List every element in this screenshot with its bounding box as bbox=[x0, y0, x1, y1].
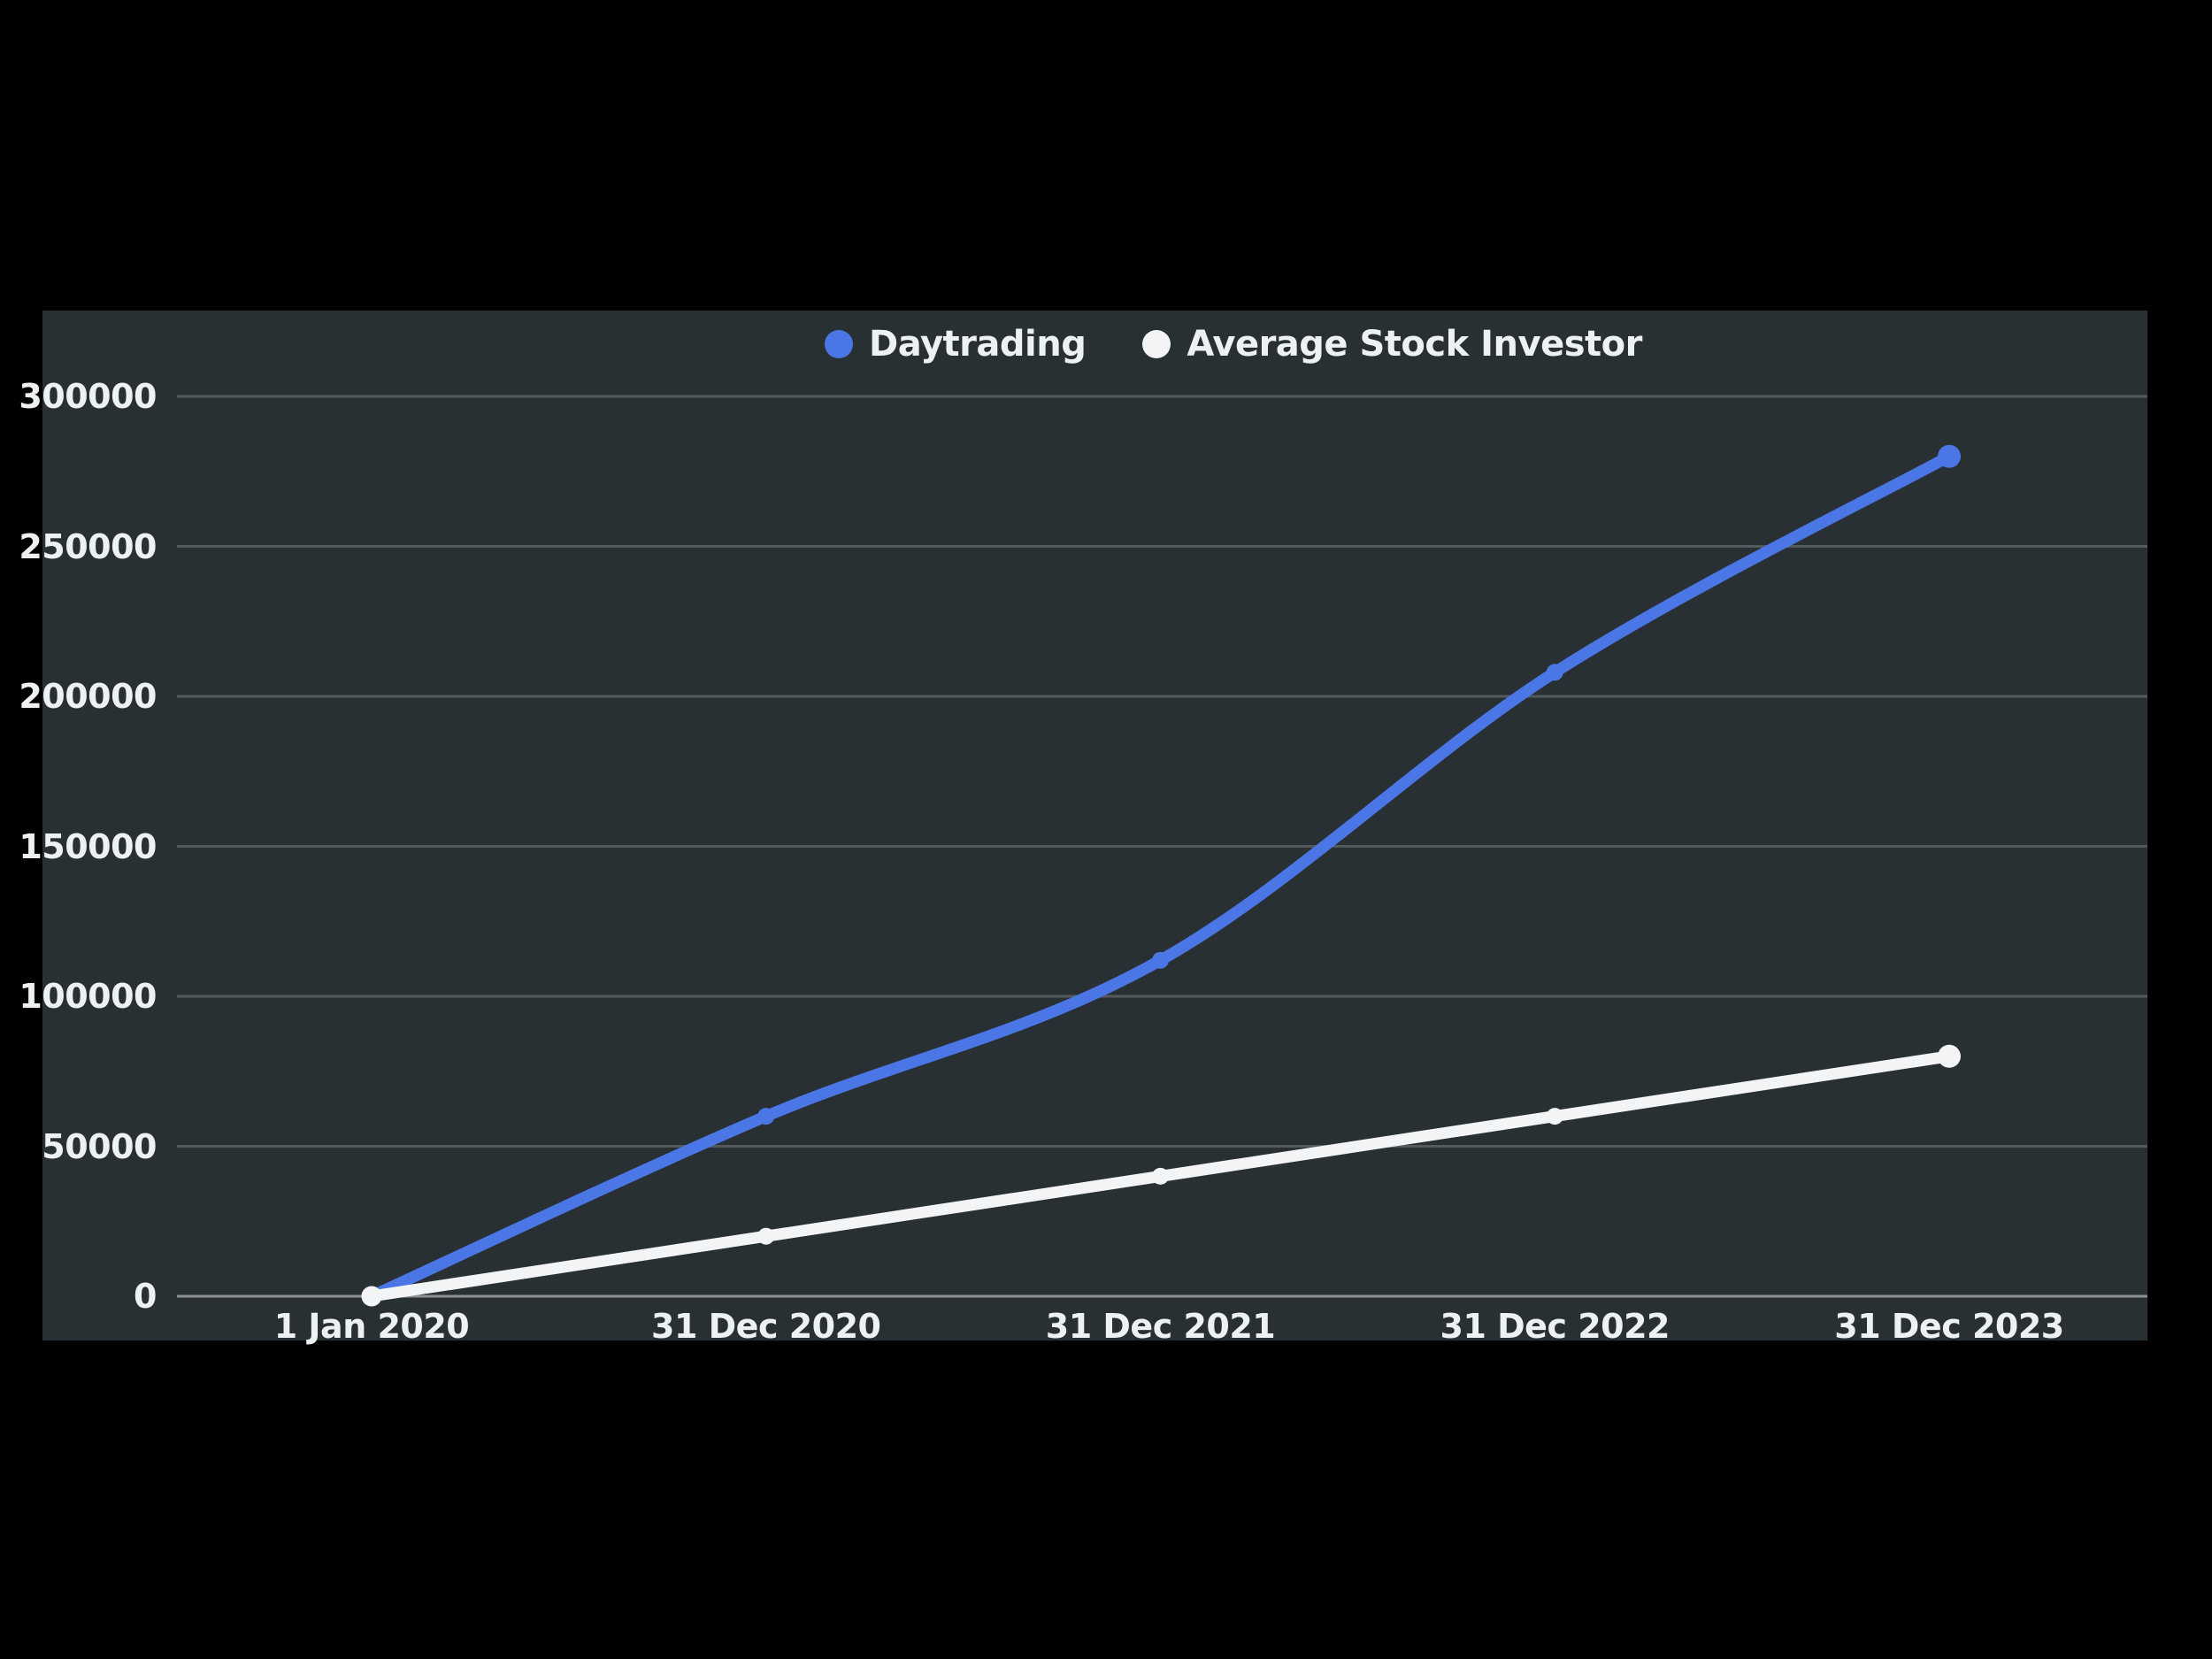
legend-label: Average Stock Investor bbox=[1187, 324, 1642, 365]
data-point bbox=[361, 1286, 382, 1307]
x-axis-tick-label: 31 Dec 2022 bbox=[1440, 1307, 1671, 1346]
legend-dot-icon bbox=[825, 330, 853, 358]
data-point bbox=[1152, 951, 1169, 969]
data-point bbox=[757, 1227, 775, 1245]
y-axis-tick-label: 200000 bbox=[19, 677, 157, 716]
x-axis-tick-label: 31 Dec 2020 bbox=[651, 1307, 881, 1346]
y-axis-tick-label: 150000 bbox=[19, 826, 157, 866]
legend-label: Daytrading bbox=[869, 324, 1087, 365]
y-axis-tick-label: 0 bbox=[134, 1277, 157, 1316]
plot-area bbox=[177, 395, 2147, 1307]
data-point bbox=[1546, 664, 1563, 681]
y-axis-tick-label: 50000 bbox=[42, 1126, 157, 1166]
data-point bbox=[1938, 1044, 1961, 1068]
legend-item-0[interactable]: Daytrading bbox=[825, 324, 1087, 365]
data-point bbox=[1152, 1167, 1169, 1185]
legend-dot-icon bbox=[1142, 330, 1171, 358]
chart-card: Daytrading Average Stock Investor 0 50000 1… bbox=[19, 311, 2147, 1346]
data-point bbox=[1546, 1108, 1563, 1125]
y-axis-tick-label: 100000 bbox=[19, 977, 157, 1016]
chart-legend: Daytrading Average Stock Investor bbox=[825, 323, 1642, 365]
x-axis-tick-label: 1 Jan 2020 bbox=[273, 1307, 470, 1346]
y-axis-tick-label: 250000 bbox=[19, 526, 157, 566]
legend-item-1[interactable]: Average Stock Investor bbox=[1142, 324, 1642, 365]
data-point bbox=[1938, 444, 1961, 468]
y-axis-tick-label: 300000 bbox=[19, 377, 157, 416]
x-axis-tick-label: 31 Dec 2023 bbox=[1834, 1307, 2064, 1346]
x-axis-tick-label: 31 Dec 2021 bbox=[1045, 1307, 1276, 1346]
data-point bbox=[757, 1108, 775, 1125]
